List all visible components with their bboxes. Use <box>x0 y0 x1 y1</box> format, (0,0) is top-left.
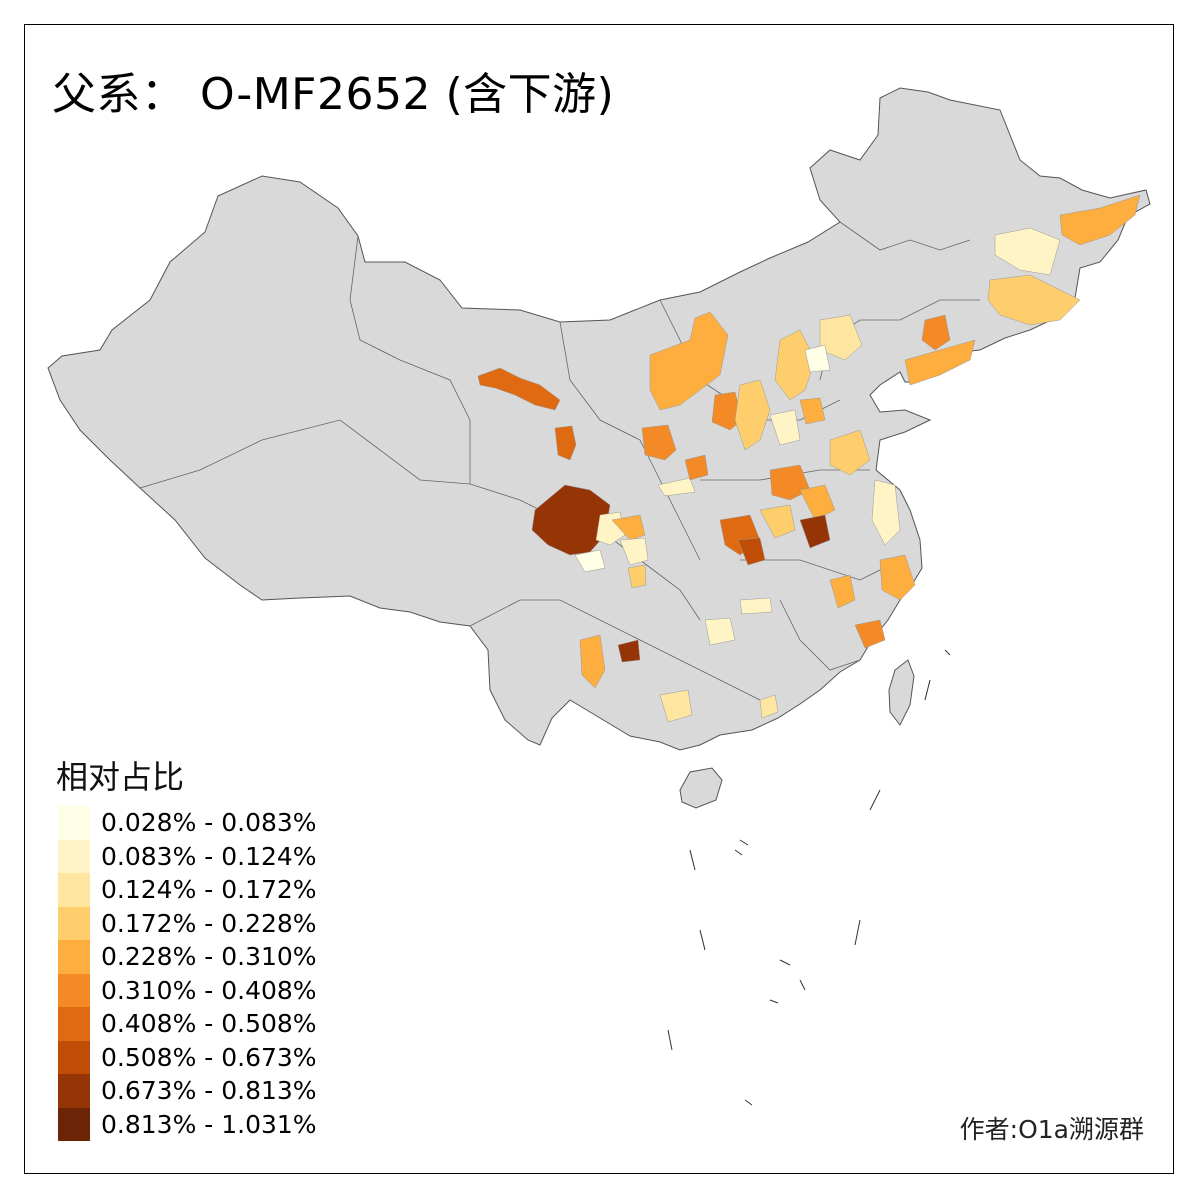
region-shanxi <box>734 379 771 451</box>
legend-label: 0.172% - 0.228% <box>101 908 317 938</box>
legend-swatch <box>58 873 90 907</box>
author-credit: 作者:O1a溯源群 <box>959 1115 1144 1144</box>
legend-swatch <box>58 1007 90 1041</box>
region-liaoning-a <box>921 314 951 351</box>
region-liaoning-b <box>904 339 976 386</box>
region-jilin <box>987 274 1081 326</box>
legend-swatch <box>58 1107 90 1141</box>
region-guangdong <box>759 694 779 719</box>
region-hubei-c <box>759 504 796 539</box>
region-hunan <box>739 597 773 615</box>
region-hunan-b <box>704 617 736 646</box>
legend-swatch <box>58 973 90 1007</box>
region-guangxi <box>659 689 693 723</box>
region-henan-b <box>799 484 836 521</box>
region-shaanxi-c <box>684 454 709 481</box>
region-henan-a <box>769 464 811 501</box>
region-zhejiang <box>879 554 916 601</box>
region-hebei-c <box>769 409 801 446</box>
region-shaanxi-a <box>641 424 677 461</box>
legend-swatch <box>58 806 90 840</box>
region-ningxia <box>711 391 743 431</box>
legend-label: 0.673% - 0.813% <box>101 1076 317 1105</box>
region-inner-mongolia <box>649 311 729 411</box>
taiwan-island <box>888 659 915 726</box>
legend-swatch <box>58 940 90 974</box>
legend-swatch <box>58 1074 90 1108</box>
legend-label: 0.228% - 0.310% <box>101 942 317 971</box>
region-sichuan-b <box>611 514 646 541</box>
region-aba <box>531 484 611 556</box>
legend-swatch <box>58 839 90 873</box>
region-hebei-d <box>799 397 826 425</box>
legend-label: 0.408% - 0.508% <box>101 1009 317 1038</box>
region-hubei-b <box>737 537 766 566</box>
region-shapes <box>477 194 1141 723</box>
legend-label: 0.083% - 0.124% <box>101 841 317 871</box>
region-yunnan-b <box>617 639 641 663</box>
region-heilongjiang-b <box>1059 194 1141 246</box>
region-shaanxi-b <box>657 477 696 497</box>
hainan-island <box>679 767 723 809</box>
province-borders <box>139 221 980 701</box>
region-sichuan-d <box>574 549 606 573</box>
legend-label: 0.508% - 0.673% <box>101 1042 317 1072</box>
region-yunnan-a <box>579 634 606 689</box>
south-china-sea-islands <box>667 649 951 1106</box>
region-gansu-2 <box>554 425 577 461</box>
region-beijing <box>804 344 831 373</box>
legend-label: 0.310% - 0.408% <box>101 975 317 1005</box>
region-anhui <box>799 514 831 549</box>
region-jiangxi <box>829 574 856 609</box>
region-fujian <box>854 619 886 649</box>
region-shandong <box>829 429 871 476</box>
legend-label: 0.028% - 0.083% <box>101 808 317 837</box>
region-yili-shaped-gansu <box>477 367 561 411</box>
map-title: 父系： O-MF2652 (含下游) <box>52 69 615 120</box>
region-hebei-a <box>774 329 816 401</box>
region-sichuan-c <box>619 537 649 566</box>
legend-label: 0.813% - 1.031% <box>101 1109 317 1139</box>
legend-label: 0.124% - 0.172% <box>101 875 317 904</box>
region-hebei-b <box>819 314 863 361</box>
legend-swatch <box>58 906 90 940</box>
region-sichuan-e <box>627 564 647 589</box>
region-heilongjiang-a <box>994 227 1061 276</box>
legend-title: 相对占比 <box>56 758 185 796</box>
legend-swatch <box>58 1040 90 1074</box>
region-jiangsu <box>871 479 901 546</box>
